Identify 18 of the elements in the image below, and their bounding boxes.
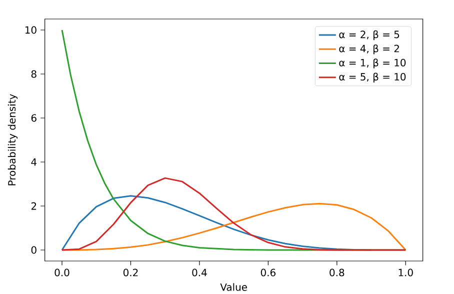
- legend-label: α = 4, β = 2: [339, 44, 399, 54]
- y-tick-label: 0: [31, 246, 36, 254]
- legend-label: α = 1, β = 10: [339, 58, 406, 68]
- y-tick-label: 8: [31, 70, 36, 78]
- x-tick-label: 0.8: [330, 268, 344, 276]
- x-tick-label: 0.4: [192, 268, 207, 276]
- y-tick-label: 2: [31, 202, 36, 210]
- x-tick-label: 1.0: [398, 268, 413, 276]
- x-tick-label: 0.6: [260, 268, 276, 276]
- x-tick-label: 0.2: [123, 268, 138, 276]
- x-tick-label: 0.0: [54, 268, 70, 276]
- y-axis-title: Probability density: [8, 94, 18, 186]
- x-axis-title: Value: [220, 283, 247, 291]
- y-tick-label: 10: [25, 26, 36, 34]
- legend-label: α = 2, β = 5: [339, 30, 400, 40]
- y-tick-label: 6: [31, 114, 36, 122]
- legend-label: α = 5, β = 10: [339, 72, 406, 82]
- y-tick-label: 4: [31, 158, 36, 166]
